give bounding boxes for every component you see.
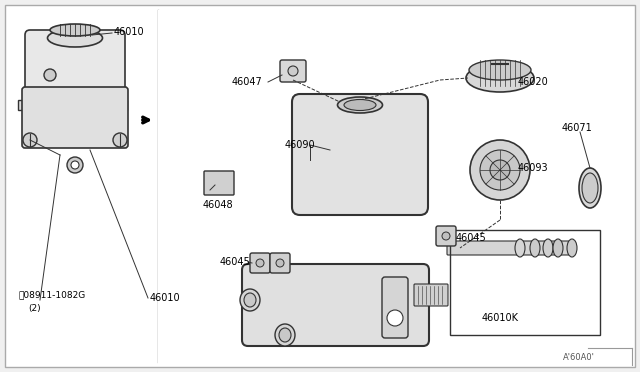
Ellipse shape — [50, 24, 100, 36]
FancyBboxPatch shape — [25, 30, 125, 115]
Text: ⓝ08911-1082G: ⓝ08911-1082G — [18, 291, 85, 299]
FancyBboxPatch shape — [250, 253, 270, 273]
Circle shape — [490, 160, 510, 180]
Ellipse shape — [530, 239, 540, 257]
Text: 46045: 46045 — [220, 257, 251, 267]
Text: 46010K: 46010K — [482, 313, 519, 323]
FancyBboxPatch shape — [382, 277, 408, 338]
FancyBboxPatch shape — [447, 241, 569, 255]
Ellipse shape — [543, 239, 553, 257]
Text: 46045: 46045 — [456, 233, 487, 243]
Circle shape — [288, 66, 298, 76]
Ellipse shape — [275, 324, 295, 346]
FancyBboxPatch shape — [22, 87, 128, 148]
Circle shape — [276, 259, 284, 267]
Circle shape — [387, 310, 403, 326]
Ellipse shape — [579, 168, 601, 208]
Ellipse shape — [47, 29, 102, 47]
Ellipse shape — [553, 239, 563, 257]
Text: 46090: 46090 — [285, 140, 316, 150]
FancyBboxPatch shape — [280, 60, 306, 82]
Text: 46048: 46048 — [203, 200, 234, 210]
Circle shape — [44, 69, 56, 81]
Ellipse shape — [240, 289, 260, 311]
Bar — [450, 230, 600, 335]
Ellipse shape — [344, 99, 376, 110]
FancyBboxPatch shape — [204, 171, 234, 195]
Text: A'60A0': A'60A0' — [563, 353, 595, 362]
Ellipse shape — [466, 64, 534, 92]
FancyBboxPatch shape — [270, 253, 290, 273]
Text: 46010: 46010 — [114, 27, 145, 37]
FancyBboxPatch shape — [292, 94, 428, 215]
Circle shape — [256, 259, 264, 267]
Ellipse shape — [244, 293, 256, 307]
Circle shape — [480, 150, 520, 190]
Text: 46020: 46020 — [518, 77, 548, 87]
Ellipse shape — [582, 173, 598, 203]
Ellipse shape — [515, 239, 525, 257]
Text: 46071: 46071 — [562, 123, 593, 133]
Ellipse shape — [337, 97, 383, 113]
Circle shape — [67, 157, 83, 173]
Bar — [158, 10, 630, 365]
Ellipse shape — [279, 328, 291, 342]
Bar — [18, 100, 33, 110]
Circle shape — [113, 133, 127, 147]
FancyBboxPatch shape — [436, 226, 456, 246]
Circle shape — [470, 140, 530, 200]
Circle shape — [23, 133, 37, 147]
Ellipse shape — [469, 60, 531, 80]
Text: (2): (2) — [28, 304, 40, 312]
Ellipse shape — [567, 239, 577, 257]
Text: 46047: 46047 — [232, 77, 263, 87]
FancyBboxPatch shape — [414, 284, 448, 306]
Circle shape — [71, 161, 79, 169]
Text: 46093: 46093 — [518, 163, 548, 173]
Circle shape — [442, 232, 450, 240]
Text: 46010: 46010 — [150, 293, 180, 303]
Bar — [112, 100, 127, 110]
FancyBboxPatch shape — [242, 264, 429, 346]
